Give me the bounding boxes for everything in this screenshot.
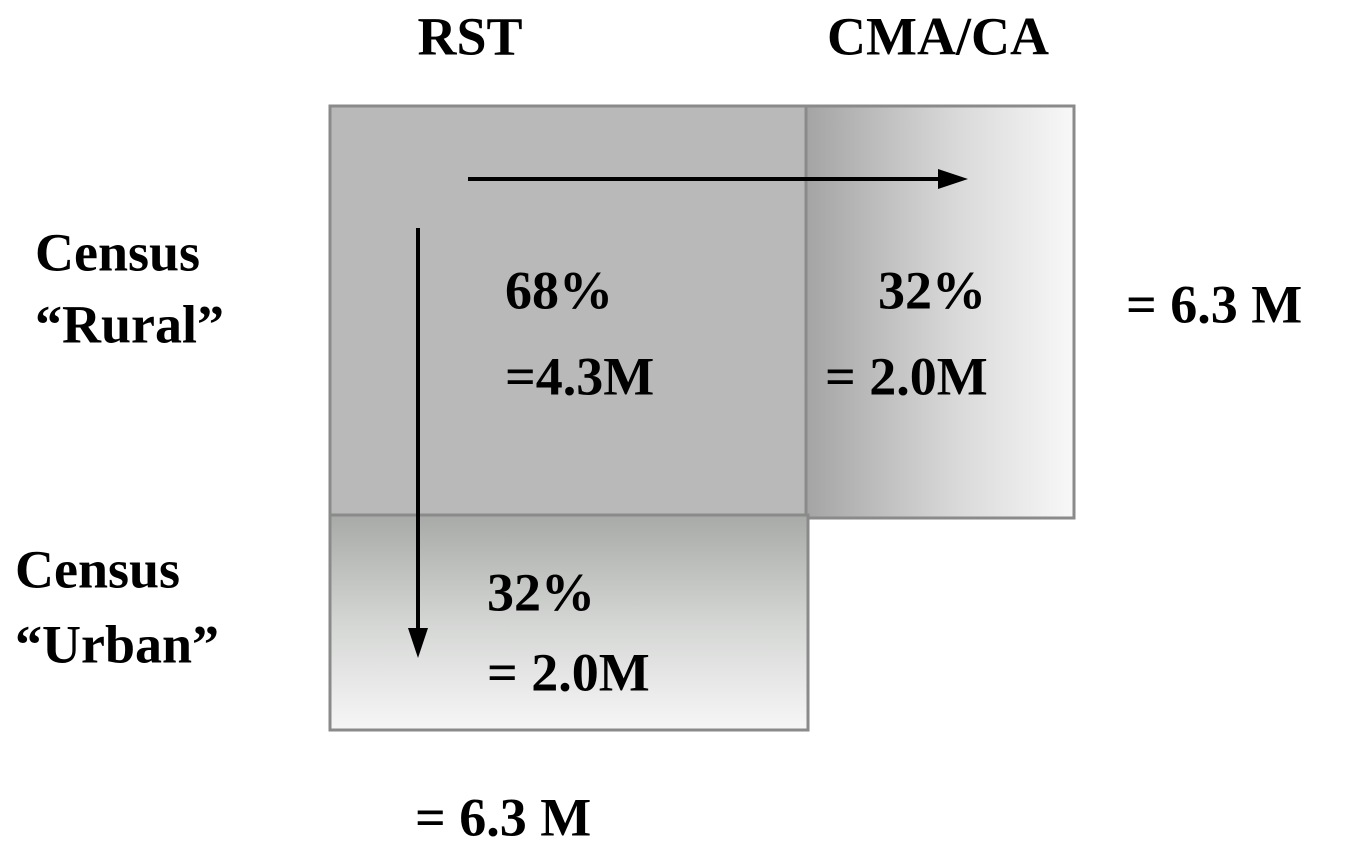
cell-count: = 2.0M [825, 346, 988, 406]
row-header: “Urban” [15, 614, 219, 674]
column-header: RST [417, 6, 522, 66]
arrow-head [408, 628, 428, 658]
cell-percent: 68% [505, 260, 613, 320]
cell-count: = 2.0M [487, 642, 650, 702]
row-header: Census [15, 539, 180, 599]
column-header: CMA/CA [827, 6, 1049, 66]
cell-count: =4.3M [505, 346, 654, 406]
arrow-head [938, 169, 968, 189]
rst-rural-box [328, 104, 808, 517]
cell-percent: 32% [487, 562, 595, 622]
row-total: = 6.3 M [1126, 274, 1302, 334]
row-header: Census [35, 222, 200, 282]
cell-percent: 32% [878, 260, 986, 320]
row-header: “Rural” [35, 294, 224, 354]
column-total: = 6.3 M [415, 787, 591, 844]
rst-urban-box [328, 513, 810, 732]
